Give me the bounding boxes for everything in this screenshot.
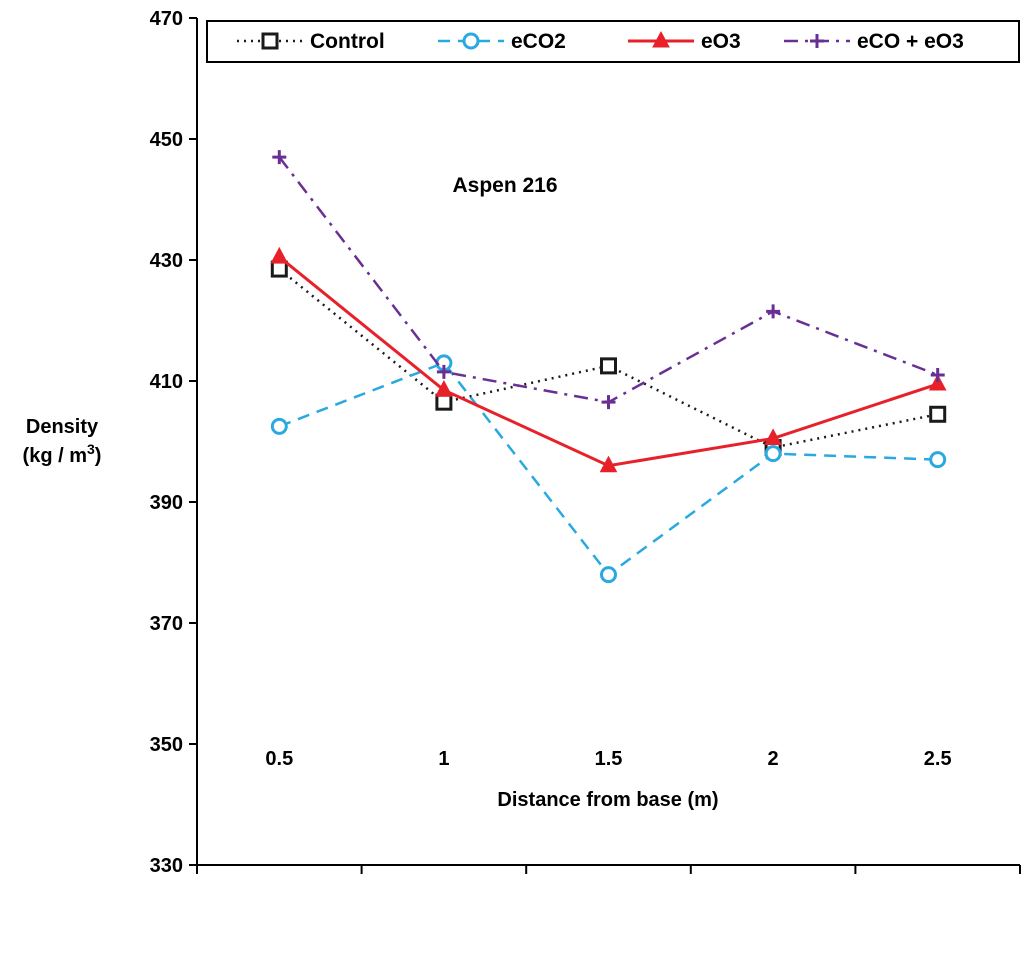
series-control [270, 260, 947, 457]
data-point [652, 30, 670, 48]
axes: 330 350 370 390 410 430 450 470 0.5 1 1.5 2 2.5 [150, 8, 1021, 877]
data-point [928, 373, 947, 391]
data-point [272, 150, 287, 165]
series-eco-eo3 [272, 150, 945, 410]
data-point [600, 566, 617, 584]
data-point [929, 405, 947, 423]
x-tick-label: 1.5 [595, 748, 623, 770]
y-tick-label: 390 [150, 492, 183, 514]
data-point [436, 364, 451, 379]
legend-item: eCO + eO3 [784, 30, 964, 53]
series-layer [270, 150, 947, 584]
legend-label: eCO + eO3 [857, 30, 964, 53]
data-point [764, 428, 782, 445]
data-point [462, 32, 480, 50]
legend-item: eO3 [628, 30, 741, 53]
x-tick-label: 2 [768, 748, 779, 770]
legend-label: Control [310, 30, 385, 53]
data-point [270, 260, 288, 278]
y-axis-unit-prefix: (kg / m [23, 445, 87, 467]
data-point [764, 445, 782, 463]
data-point [599, 455, 618, 473]
data-point [270, 417, 288, 435]
legend-label: eCO2 [511, 30, 566, 53]
legend: Control eCO2 eO3 eCO + eO3 [206, 20, 1020, 63]
series-line [278, 268, 938, 449]
legend-item: Control [237, 30, 385, 53]
data-point [766, 304, 781, 319]
y-tick-label: 470 [150, 8, 183, 30]
data-point [601, 395, 616, 410]
y-axis-title-line2: (kg / m3) [23, 441, 102, 467]
data-point [261, 32, 279, 50]
legend-item: eCO2 [438, 30, 566, 53]
y-tick-label: 410 [150, 371, 183, 393]
data-point [930, 367, 945, 382]
y-tick-label: 450 [150, 129, 183, 151]
data-point [435, 380, 453, 397]
series-eo3 [270, 246, 947, 473]
chart-annotation: Aspen 216 [452, 174, 557, 197]
y-axis-title-line1: Density [26, 416, 99, 438]
x-tick-label: 2.5 [924, 748, 952, 770]
x-tick-label: 1 [438, 748, 449, 770]
data-point [929, 451, 947, 469]
data-point [810, 34, 824, 48]
y-tick-label: 330 [150, 855, 183, 877]
data-point [435, 393, 453, 411]
y-tick-label: 350 [150, 734, 183, 756]
x-axis-title: Distance from base (m) [497, 789, 718, 811]
series-eco2 [270, 354, 947, 584]
legend-box [206, 20, 1020, 63]
y-axis-unit-superscript: 3 [87, 441, 95, 457]
y-axis-unit-suffix: ) [95, 445, 102, 467]
x-tick-label: 0.5 [265, 748, 293, 770]
y-tick-label: 430 [150, 250, 183, 272]
data-point [600, 357, 617, 375]
data-point [270, 246, 289, 264]
y-tick-label: 370 [150, 613, 183, 635]
legend-label: eO3 [701, 30, 741, 53]
